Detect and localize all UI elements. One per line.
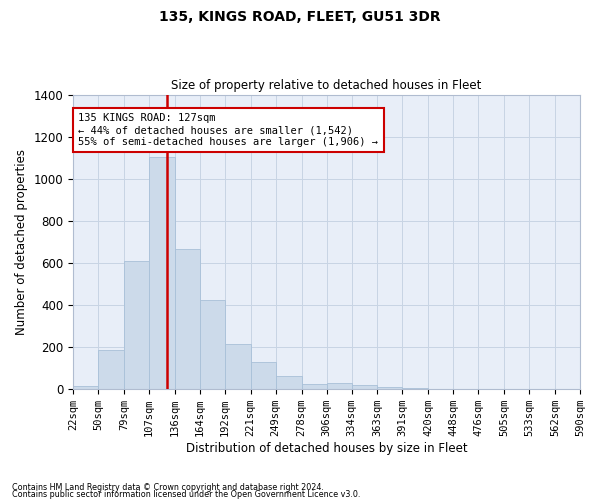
Bar: [73, 386, 98, 389]
Bar: [124, 261, 149, 389]
Bar: [175, 250, 200, 389]
Bar: [98, 350, 124, 389]
Y-axis label: Number of detached properties: Number of detached properties: [15, 149, 28, 335]
Bar: [403, 388, 428, 389]
Bar: [352, 385, 377, 389]
Bar: [326, 384, 352, 389]
Bar: [225, 344, 251, 389]
Text: 135, KINGS ROAD, FLEET, GU51 3DR: 135, KINGS ROAD, FLEET, GU51 3DR: [159, 10, 441, 24]
Bar: [251, 362, 275, 389]
Bar: [149, 156, 175, 389]
Text: 135 KINGS ROAD: 127sqm
← 44% of detached houses are smaller (1,542)
55% of semi-: 135 KINGS ROAD: 127sqm ← 44% of detached…: [79, 114, 379, 146]
Bar: [200, 300, 225, 389]
X-axis label: Distribution of detached houses by size in Fleet: Distribution of detached houses by size …: [186, 442, 467, 455]
Text: Contains HM Land Registry data © Crown copyright and database right 2024.: Contains HM Land Registry data © Crown c…: [12, 484, 324, 492]
Text: Contains public sector information licensed under the Open Government Licence v3: Contains public sector information licen…: [12, 490, 361, 499]
Bar: [275, 376, 302, 389]
Bar: [302, 384, 326, 389]
Bar: [428, 388, 453, 389]
Title: Size of property relative to detached houses in Fleet: Size of property relative to detached ho…: [172, 79, 482, 92]
Bar: [377, 387, 403, 389]
